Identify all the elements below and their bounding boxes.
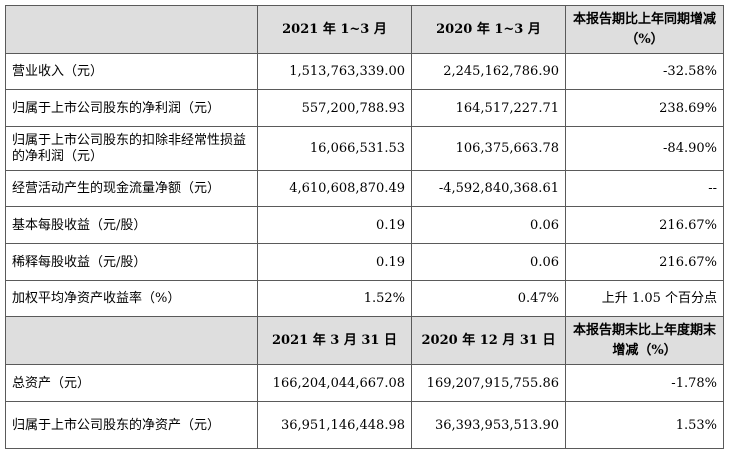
value-change: -32.58% [565, 53, 724, 90]
value-change: 216.67% [565, 243, 724, 281]
table-row: 归属于上市公司股东的净利润（元） 557,200,788.93 164,517,… [5, 89, 724, 127]
value-prior: 106,375,663.78 [411, 126, 566, 171]
value-current: 166,204,044,667.08 [257, 364, 412, 402]
row-label: 归属于上市公司股东的净利润（元） [5, 89, 258, 127]
row-label: 归属于上市公司股东的净资产（元） [5, 401, 258, 449]
value-current: 1.52% [257, 280, 412, 317]
value-prior: 36,393,953,513.90 [411, 401, 566, 449]
value-change: -84.90% [565, 126, 724, 171]
value-current: 1,513,763,339.00 [257, 53, 412, 90]
row-label: 加权平均净资产收益率（%） [5, 280, 258, 317]
value-prior: 164,517,227.71 [411, 89, 566, 127]
value-change: 上升 1.05 个百分点 [565, 280, 724, 317]
value-current: 0.19 [257, 243, 412, 281]
value-current: 4,610,608,870.49 [257, 170, 412, 207]
header-row-period: 2021 年 1~3 月 2020 年 1~3 月 本报告期比上年同期增减（%） [5, 5, 724, 54]
value-prior: 2,245,162,786.90 [411, 53, 566, 90]
value-change: -- [565, 170, 724, 207]
value-prior: 0.47% [411, 280, 566, 317]
value-current: 36,951,146,448.98 [257, 401, 412, 449]
value-prior: 0.06 [411, 206, 566, 244]
header-corner-cell [5, 5, 258, 54]
table-row: 稀释每股收益（元/股） 0.19 0.06 216.67% [5, 243, 724, 281]
row-label: 经营活动产生的现金流量净额（元） [5, 170, 258, 207]
value-current: 557,200,788.93 [257, 89, 412, 127]
header-period-end-change: 本报告期末比上年度期末增减（%） [565, 316, 724, 365]
value-prior: 0.06 [411, 243, 566, 281]
value-prior: 169,207,915,755.86 [411, 364, 566, 402]
table-row: 归属于上市公司股东的扣除非经常性损益的净利润（元） 16,066,531.53 … [5, 126, 724, 171]
header-prior-period: 2020 年 1~3 月 [411, 5, 566, 54]
value-change: 216.67% [565, 206, 724, 244]
header-prior-date: 2020 年 12 月 31 日 [411, 316, 566, 365]
table-row: 加权平均净资产收益率（%） 1.52% 0.47% 上升 1.05 个百分点 [5, 280, 724, 317]
financial-summary-table: 2021 年 1~3 月 2020 年 1~3 月 本报告期比上年同期增减（%）… [5, 5, 724, 449]
table-row: 经营活动产生的现金流量净额（元） 4,610,608,870.49 -4,592… [5, 170, 724, 207]
table-row: 归属于上市公司股东的净资产（元） 36,951,146,448.98 36,39… [5, 401, 724, 449]
header-row-date: 2021 年 3 月 31 日 2020 年 12 月 31 日 本报告期末比上… [5, 316, 724, 365]
table-row: 基本每股收益（元/股） 0.19 0.06 216.67% [5, 206, 724, 244]
value-change: -1.78% [565, 364, 724, 402]
table-row: 总资产（元） 166,204,044,667.08 169,207,915,75… [5, 364, 724, 402]
row-label: 稀释每股收益（元/股） [5, 243, 258, 281]
row-label: 总资产（元） [5, 364, 258, 402]
value-prior: -4,592,840,368.61 [411, 170, 566, 207]
header-corner-cell [5, 316, 258, 365]
row-label: 营业收入（元） [5, 53, 258, 90]
value-current: 0.19 [257, 206, 412, 244]
row-label: 基本每股收益（元/股） [5, 206, 258, 244]
value-change: 1.53% [565, 401, 724, 449]
header-current-period: 2021 年 1~3 月 [257, 5, 412, 54]
row-label: 归属于上市公司股东的扣除非经常性损益的净利润（元） [5, 126, 258, 171]
value-change: 238.69% [565, 89, 724, 127]
header-yoy-change: 本报告期比上年同期增减（%） [565, 5, 724, 54]
value-current: 16,066,531.53 [257, 126, 412, 171]
header-current-date: 2021 年 3 月 31 日 [257, 316, 412, 365]
table-row: 营业收入（元） 1,513,763,339.00 2,245,162,786.9… [5, 53, 724, 90]
